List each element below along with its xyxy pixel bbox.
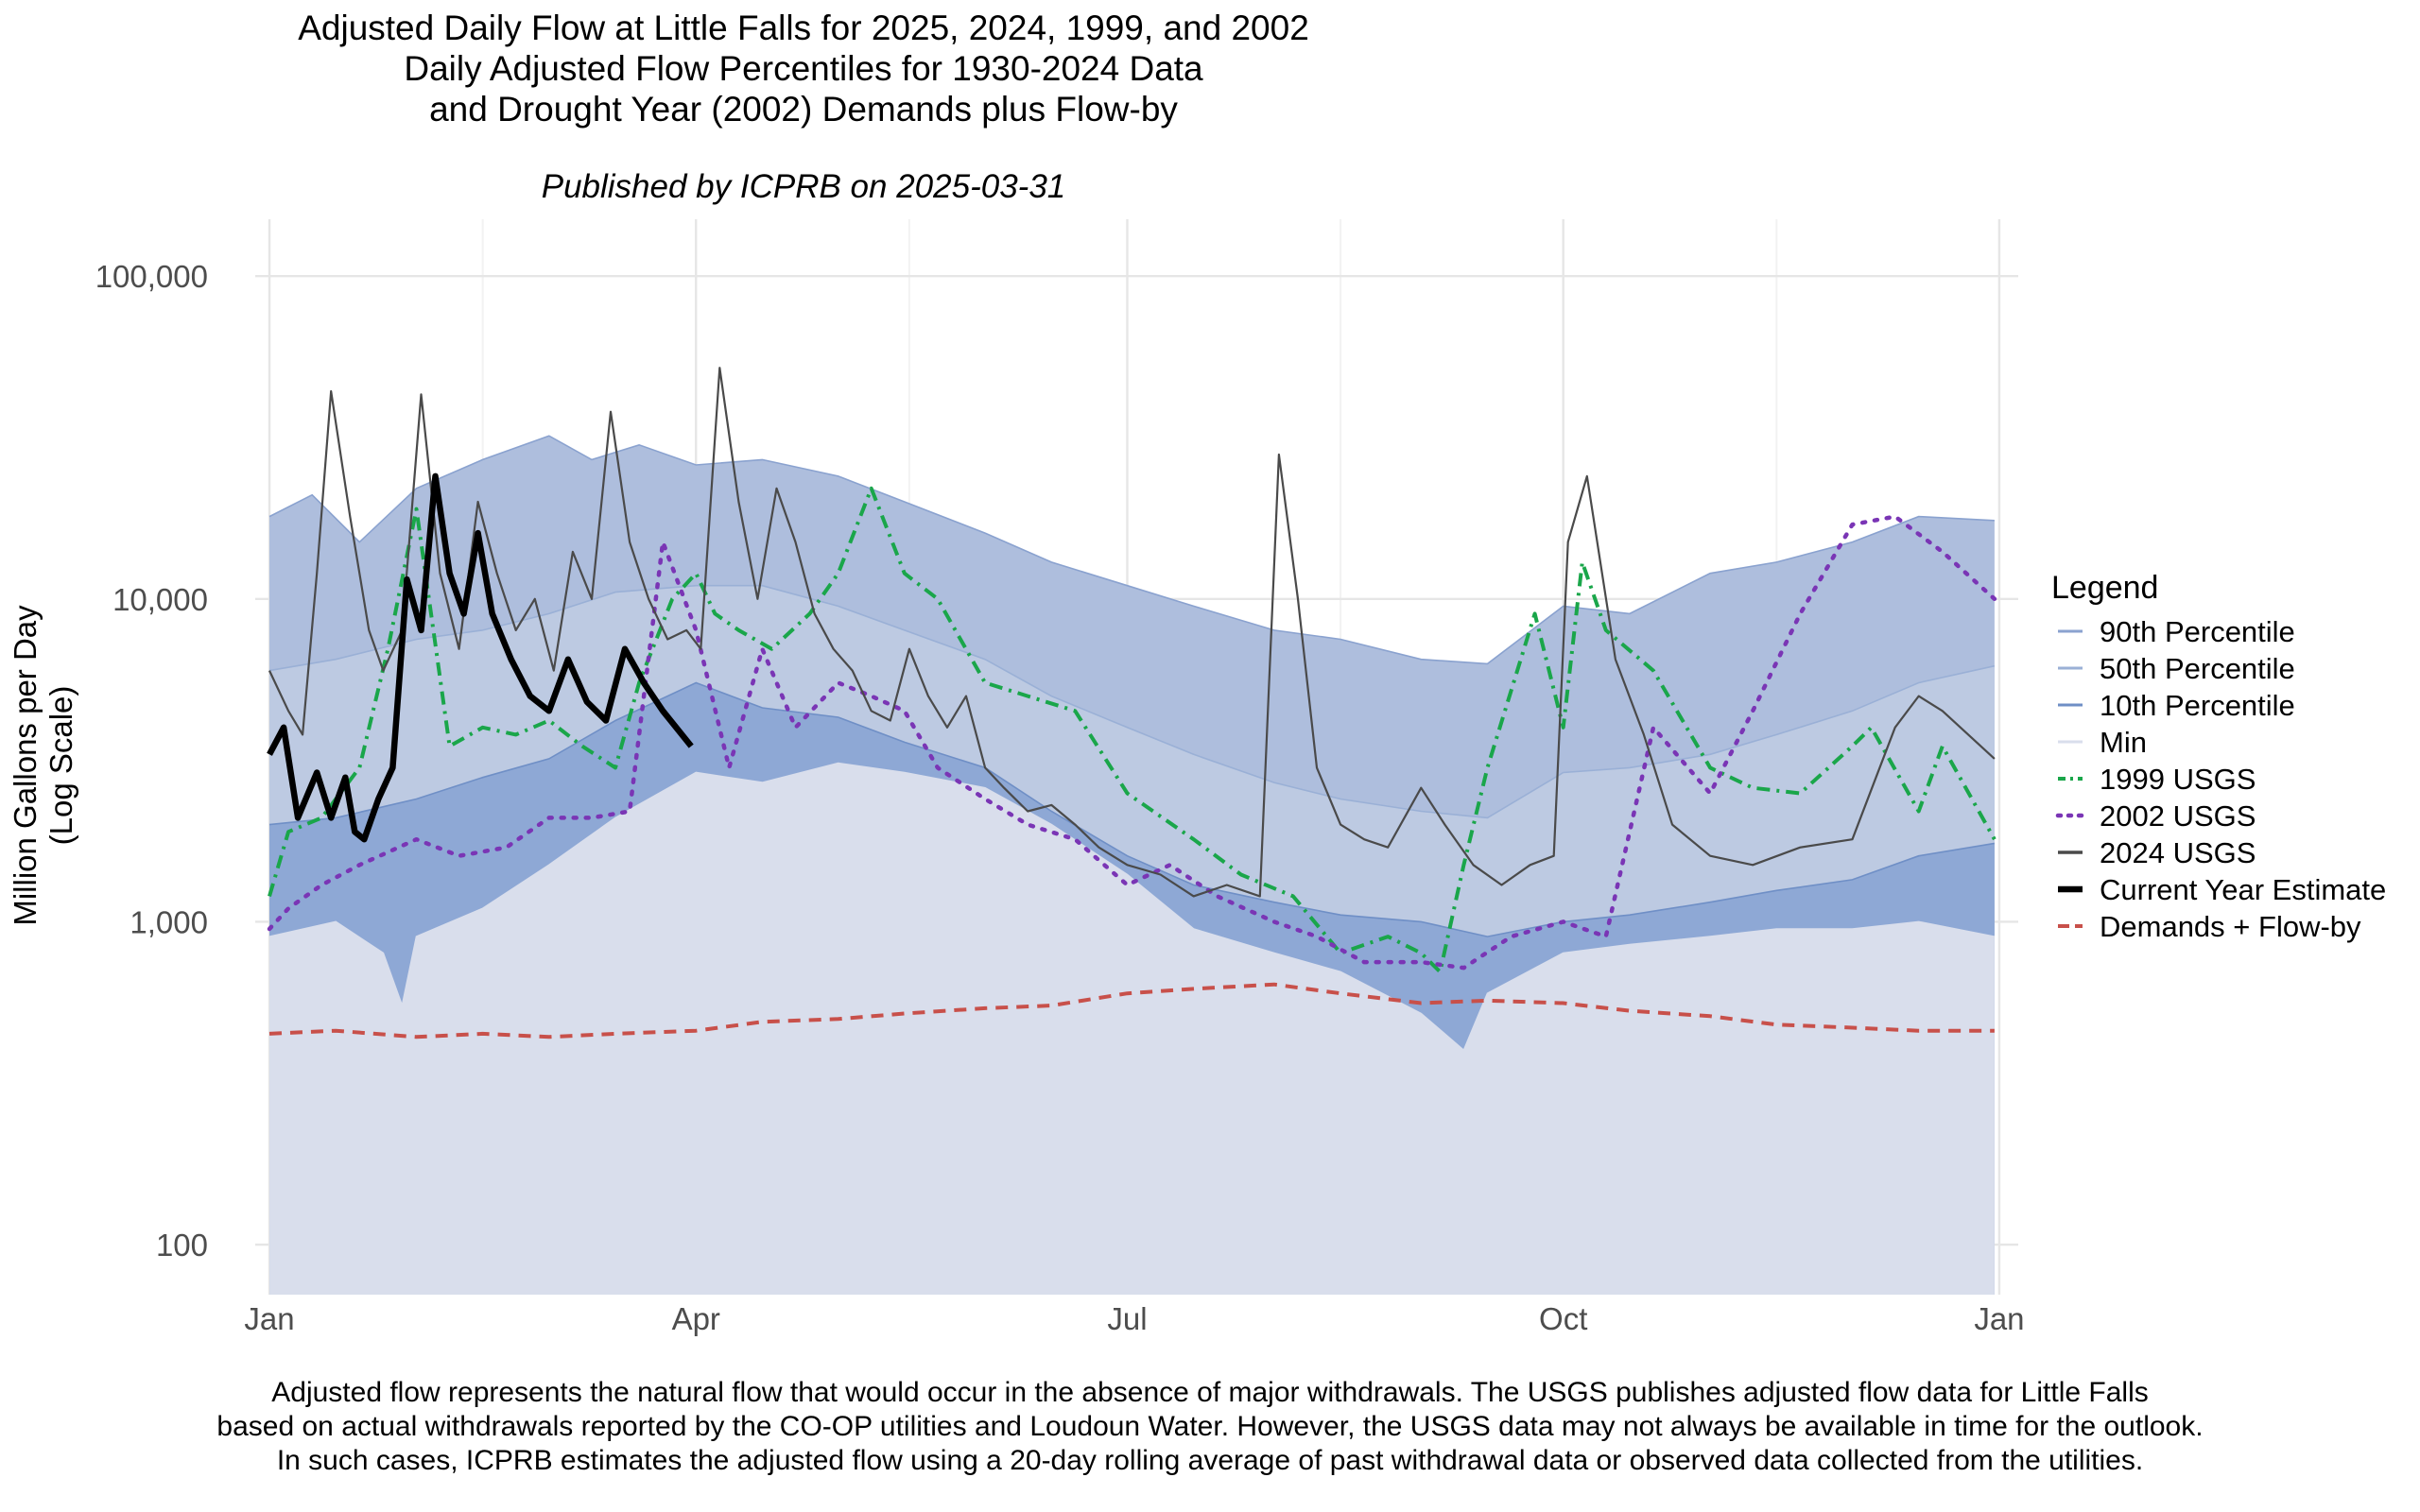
legend: Legend 90th Percentile 50th Percentile 10t… (2051, 570, 2386, 943)
legend-label: 2002 USGS (2100, 799, 2256, 833)
legend-label: Min (2100, 726, 2147, 759)
caption-line-1: Adjusted flow represents the natural flo… (271, 1377, 2149, 1408)
chart-title: Adjusted Daily Flow at Little Falls for … (0, 8, 1607, 129)
legend-label: 1999 USGS (2100, 763, 2256, 796)
x-tick-label: Jan (1974, 1301, 2024, 1336)
chart-subtitle: Published by ICPRB on 2025-03-31 (541, 168, 1066, 205)
legend-item-90th-percentile: 90th Percentile (2058, 615, 2295, 648)
y-tick-label: 10,000 (112, 582, 208, 617)
legend-item-current-year-estimate: Current Year Estimate (2058, 873, 2386, 906)
title-line-2: Daily Adjusted Flow Percentiles for 1930… (404, 49, 1203, 88)
y-axis-label-line-2: (Log Scale) (43, 686, 78, 846)
series-2024-usgs (268, 367, 1996, 898)
band-edge-50th-percentile (268, 584, 1996, 819)
chart-caption: Adjusted flow represents the natural flo… (0, 1376, 2420, 1478)
legend-label: Current Year Estimate (2100, 873, 2386, 906)
x-tick-label: Jul (1107, 1301, 1147, 1336)
y-tick-label: 1,000 (130, 904, 208, 939)
legend-label: 90th Percentile (2100, 615, 2295, 648)
series-lines (267, 367, 1997, 1040)
legend-item-10th-percentile: 10th Percentile (2058, 689, 2295, 722)
title-line-3: and Drought Year (2002) Demands plus Flo… (429, 90, 1178, 129)
legend-label: Demands + Flow-by (2100, 910, 2361, 943)
title-line-1: Adjusted Daily Flow at Little Falls for … (298, 9, 1309, 47)
legend-label: 50th Percentile (2100, 652, 2295, 685)
y-tick-label: 100,000 (95, 259, 208, 294)
legend-item-demands-flow-by: Demands + Flow-by (2058, 910, 2361, 943)
band-edge-90th-percentile (268, 435, 1995, 665)
x-tick-label: Apr (672, 1301, 720, 1336)
legend-item-50th-percentile: 50th Percentile (2058, 652, 2295, 685)
legend-item-min: Min (2058, 726, 2147, 759)
legend-item-2002-usgs: 2002 USGS (2055, 799, 2256, 833)
caption-line-2: based on actual withdrawals reported by … (216, 1411, 2204, 1442)
legend-item-1999-usgs: 1999 USGS (2058, 763, 2256, 796)
y-tick-label: 100 (156, 1228, 208, 1263)
series-1999-usgs (268, 486, 1996, 974)
legend-label: 2024 USGS (2100, 836, 2256, 869)
band-min (269, 763, 1995, 1295)
legend-label: 10th Percentile (2100, 689, 2295, 722)
x-tick-label: Jan (244, 1301, 294, 1336)
series-demands-flow-by (268, 982, 1995, 1040)
legend-title: Legend (2051, 570, 2158, 606)
flow-chart: 100 1,000 10,000 100,000 Jan Apr Jul Oct Jan Mi… (8, 219, 2386, 1336)
x-tick-label: Oct (1539, 1301, 1587, 1336)
band-edge-10th-percentile (268, 681, 1996, 937)
x-axis: Jan Apr Jul Oct Jan (244, 1301, 2024, 1336)
y-axis-label-line-1: Million Gallons per Day (8, 605, 43, 926)
y-axis: 100 1,000 10,000 100,000 (95, 259, 208, 1263)
series-current-year-estimate (267, 472, 694, 843)
caption-line-3: In such cases, ICPRB estimates the adjus… (276, 1445, 2144, 1476)
legend-item-2024-usgs: 2024 USGS (2058, 836, 2256, 869)
